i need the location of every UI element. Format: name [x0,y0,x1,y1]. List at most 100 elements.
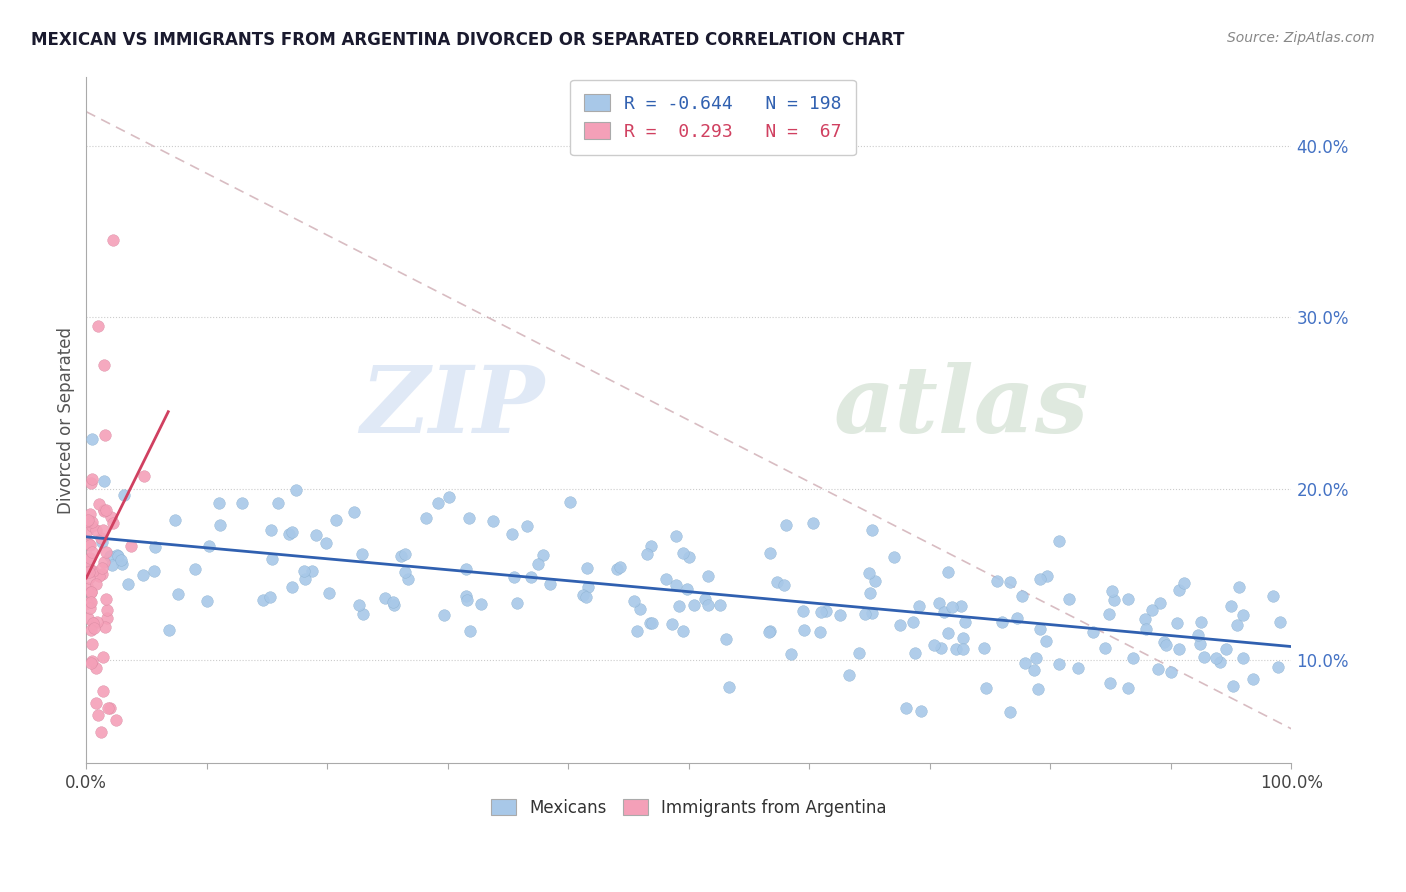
Point [93,555,115,569]
Point [278,526,301,541]
Point [167,587,190,601]
Point [1261,589,1284,603]
Point [860,524,883,538]
Point [382,595,405,609]
Point [929,641,952,656]
Point [121,539,143,553]
Point [668,599,690,613]
Point [77,513,100,527]
Point [808,624,831,639]
Point [717,680,740,694]
Point [93,620,115,634]
Point [1011,589,1033,603]
Point [79,507,101,521]
Point [80,595,103,609]
Point [1168,582,1191,597]
Point [458,624,481,638]
Point [157,623,180,637]
Point [810,605,832,619]
Point [83,621,105,635]
Point [772,578,794,592]
Point [93,504,115,518]
Point [1187,628,1209,642]
Point [1166,615,1188,630]
Point [838,668,860,682]
Point [415,511,437,525]
Point [454,562,477,576]
Point [84,576,107,591]
Point [292,564,315,578]
Point [1156,638,1178,652]
Point [427,496,450,510]
Text: atlas: atlas [834,361,1088,451]
Point [82,637,104,651]
Point [101,233,124,247]
Point [101,558,124,573]
Point [91,650,114,665]
Point [636,547,658,561]
Point [84,661,107,675]
Point [294,572,316,586]
Point [896,701,918,715]
Point [105,548,128,562]
Point [90,725,112,739]
Point [91,561,114,575]
Point [84,696,107,710]
Point [76,524,98,538]
Point [143,541,166,555]
Point [87,497,110,511]
Point [76,596,98,610]
Point [801,516,824,530]
Point [184,562,207,576]
Text: ZIP: ZIP [360,361,544,451]
Point [1243,673,1265,687]
Point [209,517,232,532]
Point [1215,642,1237,657]
Point [998,574,1021,589]
Point [641,615,664,630]
Point [1268,615,1291,629]
Point [860,606,883,620]
Point [538,577,561,591]
Point [665,577,688,591]
Point [197,539,219,553]
Point [1135,623,1157,637]
Point [1226,617,1249,632]
Point [80,545,103,559]
Point [1036,569,1059,583]
Point [501,526,523,541]
Point [1222,679,1244,693]
Point [100,701,122,715]
Point [77,561,100,575]
Point [853,607,876,621]
Point [576,580,599,594]
Point [79,623,101,637]
Point [281,525,304,540]
Point [1167,641,1189,656]
Point [901,615,924,629]
Point [1005,611,1028,625]
Point [1188,637,1211,651]
Point [318,586,340,600]
Point [97,701,120,715]
Point [716,632,738,647]
Point [941,599,963,614]
Point [1209,655,1232,669]
Point [672,546,695,560]
Point [758,625,780,640]
Point [1035,634,1057,648]
Point [77,537,100,551]
Point [80,472,103,486]
Point [82,616,104,631]
Point [457,510,479,524]
Point [945,641,967,656]
Point [105,713,128,727]
Point [572,588,595,602]
Point [143,564,166,578]
Point [91,535,114,549]
Point [998,705,1021,719]
Point [470,598,492,612]
Point [696,598,718,612]
Point [936,626,959,640]
Point [285,483,308,497]
